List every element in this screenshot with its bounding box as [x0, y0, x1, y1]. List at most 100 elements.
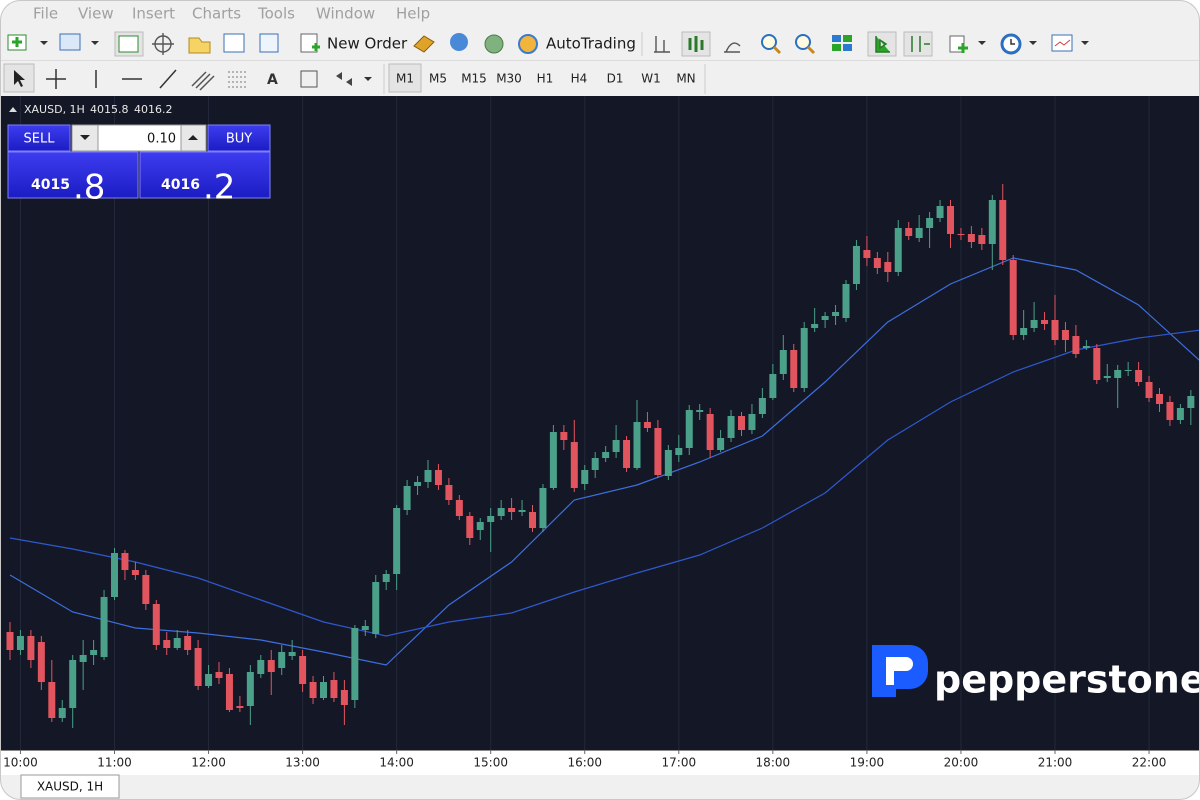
candle-body [832, 312, 840, 316]
new-order-button[interactable]: New Order [327, 35, 408, 53]
line-tool[interactable] [95, 69, 177, 89]
candle-body [1114, 370, 1122, 378]
buy-price-button[interactable] [139, 151, 271, 199]
toolbar-icon[interactable] [188, 37, 211, 54]
buy-price-small: .2 [203, 168, 235, 208]
crosshair-tool[interactable] [46, 69, 66, 89]
candle-body [863, 250, 871, 258]
zoom-in[interactable] [761, 34, 777, 50]
x-tick-label: 17:00 [662, 756, 697, 770]
dropdown[interactable] [91, 41, 99, 45]
buy-label: BUY [226, 132, 252, 147]
tile-icon[interactable] [832, 35, 841, 42]
toolbar-icon[interactable] [413, 35, 435, 53]
candle-body [1082, 346, 1090, 348]
toolbar-icon[interactable] [518, 34, 538, 54]
candle-body [131, 570, 139, 575]
candle-body [90, 650, 98, 655]
sell-button[interactable] [7, 124, 71, 152]
candle-body [685, 410, 693, 448]
x-axis: 10:00 11:00 12:00 13:00 14:00 15:00 16:00 17:00… [3, 750, 1166, 770]
toolbar-icon[interactable] [259, 33, 279, 53]
candle-body [403, 486, 411, 510]
menu-item[interactable]: Tools [257, 5, 295, 23]
candle-body [570, 442, 578, 488]
dropdown[interactable] [1029, 41, 1037, 45]
drawing-toolbar: A [3, 63, 706, 94]
chart-header: XAUSD, 1H 4015.8 4016.2 [9, 103, 173, 116]
sell-price-big: 4015 [31, 177, 70, 193]
menu-item[interactable]: File [33, 5, 58, 23]
toolbar-icon[interactable] [59, 33, 81, 51]
candle-body [884, 262, 892, 272]
candle-body [936, 206, 944, 218]
label-tool[interactable] [300, 70, 318, 88]
candle-body [508, 508, 516, 512]
candle-body [842, 284, 850, 318]
candle-body [905, 228, 913, 236]
timeframe[interactable]: M1 [396, 72, 414, 86]
toolbar-icon[interactable] [654, 36, 670, 53]
fibo-tool[interactable] [228, 71, 246, 88]
plot [6, 184, 1200, 728]
chart-tab[interactable] [20, 774, 120, 799]
candle-body [988, 200, 996, 244]
x-tick-label: 12:00 [191, 756, 226, 770]
text-tool[interactable]: A [267, 72, 278, 88]
timeframe[interactable]: H1 [537, 72, 554, 86]
candle-body [1135, 370, 1143, 382]
dropdown[interactable] [1081, 41, 1089, 45]
toolbar-icon[interactable] [223, 33, 245, 53]
toolbar-icon[interactable] [724, 42, 741, 53]
candle-body [894, 228, 902, 272]
candle-body [1061, 330, 1069, 340]
toolbar-icon[interactable] [450, 33, 468, 51]
timeframe-active[interactable] [388, 63, 422, 93]
candle-body [738, 416, 745, 430]
toolbar-icon[interactable] [484, 34, 504, 54]
timeframe[interactable]: D1 [607, 72, 624, 86]
channel-tool[interactable] [191, 71, 215, 91]
candle-body [518, 510, 526, 512]
sell-label: SELL [24, 132, 56, 147]
toolbar-icon [911, 36, 930, 52]
candle-body [299, 656, 307, 684]
timeframe[interactable]: MN [676, 72, 695, 86]
toolbar-icon [12, 37, 22, 47]
timeframe[interactable]: M5 [429, 72, 447, 86]
candle-body [1124, 370, 1132, 371]
header-toggle[interactable] [9, 107, 17, 112]
timeframe[interactable]: W1 [641, 72, 661, 86]
lot-value: 0.10 [147, 132, 176, 147]
moving-average [9, 329, 1200, 637]
candle-body [278, 652, 286, 668]
buy-button[interactable] [207, 124, 271, 152]
auto-trading-button[interactable]: AutoTrading [546, 35, 636, 53]
menu-item[interactable]: View [78, 5, 114, 23]
candle-body [591, 458, 599, 470]
sell-price-button[interactable] [7, 151, 139, 199]
timeframe[interactable]: M30 [496, 72, 522, 86]
candle-body [487, 516, 495, 522]
timeframe[interactable]: H4 [571, 72, 588, 86]
toolbar-icon [688, 36, 704, 52]
x-tick-label: 19:00 [850, 756, 885, 770]
candle-body [37, 642, 45, 682]
candle-body [1093, 348, 1101, 380]
menu-item[interactable]: Charts [192, 5, 241, 23]
dropdown[interactable] [978, 41, 986, 45]
menu-item[interactable]: Insert [132, 5, 175, 23]
dropdown[interactable] [364, 77, 372, 81]
candle-body [560, 432, 568, 440]
candle-body [340, 690, 348, 705]
menu-item[interactable]: Help [396, 5, 430, 23]
dropdown[interactable] [40, 41, 48, 45]
zoom-out[interactable] [795, 34, 811, 50]
timeframe[interactable]: M15 [461, 72, 487, 86]
candle-body [100, 597, 108, 657]
logo [886, 657, 913, 685]
lot-input[interactable] [97, 124, 182, 152]
x-tick-label: 14:00 [379, 756, 414, 770]
arrow-tool[interactable] [336, 72, 352, 86]
menu-item[interactable]: Window [316, 5, 375, 23]
